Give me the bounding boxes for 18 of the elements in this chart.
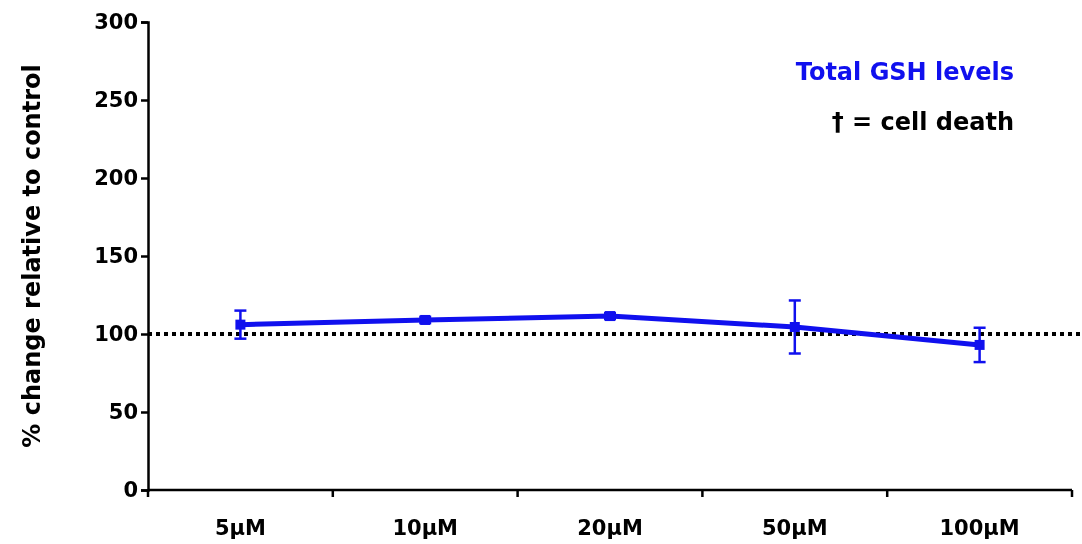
x-tick-label: 50µM — [762, 516, 828, 540]
y-tick-label: 150 — [94, 244, 138, 269]
y-tick-label: 200 — [94, 166, 138, 191]
x-tick-label: 5µM — [214, 516, 266, 540]
x-tick-label: 100µM — [939, 516, 1020, 540]
point — [235, 319, 246, 330]
annotation: † = cell death — [831, 108, 1014, 136]
y-tick-label: 250 — [94, 88, 138, 113]
y-tick-label: 100 — [94, 322, 138, 347]
point — [974, 339, 985, 350]
text: Total GSH levels — [795, 58, 1014, 86]
y-tick-label: 0 — [123, 478, 138, 503]
x-tick-label: 20µM — [577, 516, 643, 540]
y-axis-title: % change relative to control — [18, 64, 46, 448]
y-tick-label: 300 — [94, 10, 138, 35]
point — [789, 321, 800, 332]
y-tick-label: 50 — [108, 400, 138, 425]
x-tick-label: 10µM — [392, 516, 458, 540]
